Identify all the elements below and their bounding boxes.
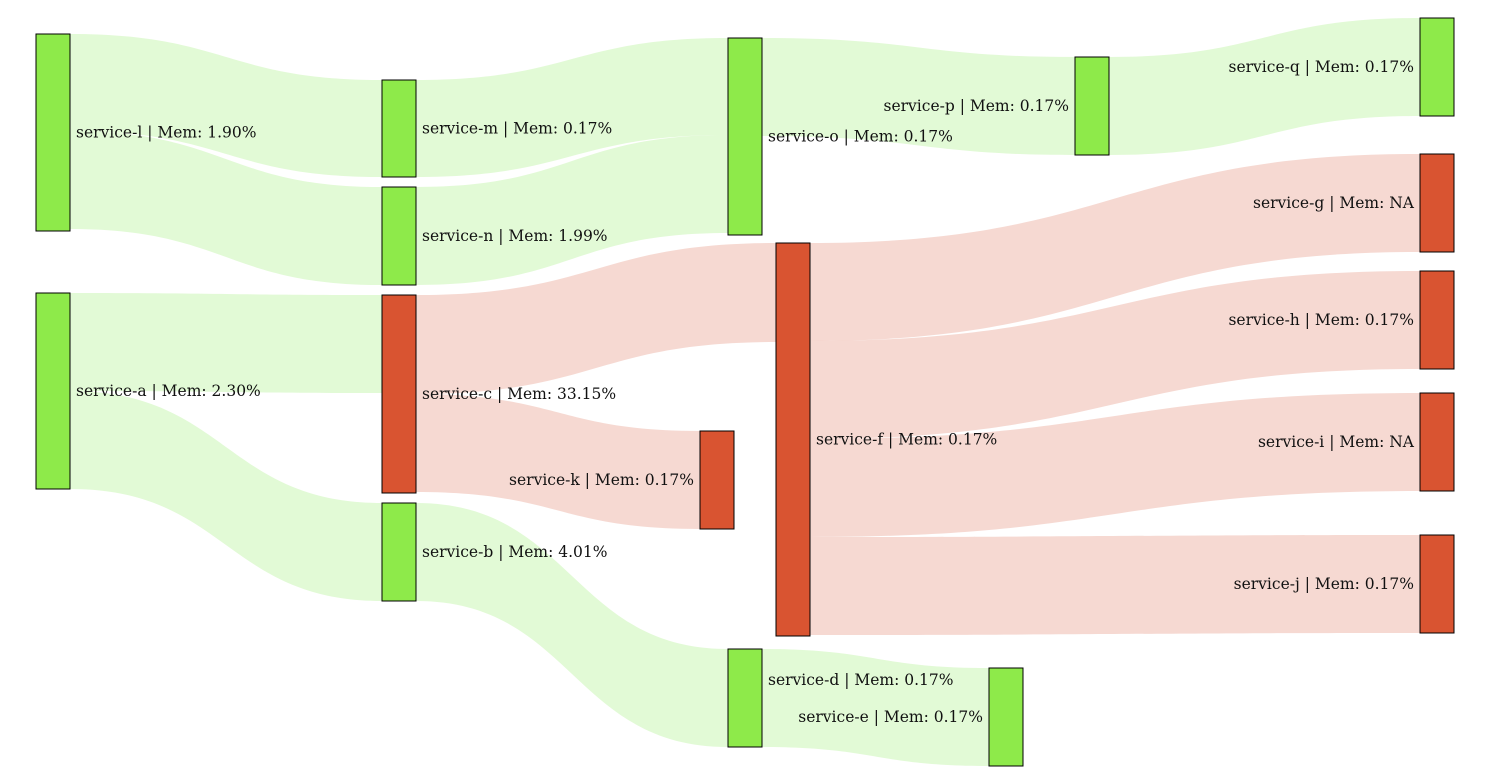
label-service-m: service-m | Mem: 0.17% — [422, 120, 612, 138]
label-service-h: service-h | Mem: 0.17% — [1228, 311, 1414, 329]
labels-layer: service-l | Mem: 1.90% service-a | Mem: 2… — [76, 58, 1415, 726]
label-service-f: service-f | Mem: 0.17% — [816, 431, 997, 449]
link-service-f-to-service-j[interactable] — [810, 535, 1420, 635]
link-service-m-to-service-o[interactable] — [416, 38, 728, 177]
label-service-n: service-n | Mem: 1.99% — [422, 227, 608, 245]
link-service-c-to-service-f[interactable] — [416, 243, 776, 394]
node-service-q[interactable] — [1419, 17, 1455, 117]
label-service-e: service-e | Mem: 0.17% — [798, 708, 983, 726]
node-service-o[interactable] — [727, 37, 763, 236]
label-service-k: service-k | Mem: 0.17% — [509, 471, 694, 489]
nodes-layer — [35, 17, 1455, 767]
node-service-e[interactable] — [988, 667, 1024, 767]
label-service-c: service-c | Mem: 33.15% — [422, 385, 616, 403]
label-service-i: service-i | Mem: NA — [1258, 433, 1415, 451]
link-service-b-to-service-d[interactable] — [416, 503, 728, 747]
node-service-i[interactable] — [1419, 392, 1455, 492]
label-service-l: service-l | Mem: 1.90% — [76, 124, 257, 142]
node-service-l[interactable] — [35, 33, 71, 232]
link-service-c-to-service-k[interactable] — [416, 394, 700, 529]
node-service-p[interactable] — [1074, 56, 1110, 156]
link-service-p-to-service-q[interactable] — [1109, 18, 1420, 155]
link-service-f-to-service-h[interactable] — [810, 271, 1420, 439]
label-service-p: service-p | Mem: 0.17% — [884, 97, 1069, 115]
link-service-a-to-service-c[interactable] — [70, 293, 382, 393]
link-service-n-to-service-o[interactable] — [416, 135, 728, 285]
node-service-b[interactable] — [381, 502, 417, 602]
link-service-f-to-service-i[interactable] — [810, 393, 1420, 537]
node-service-f[interactable] — [775, 242, 811, 637]
link-service-a-to-service-b[interactable] — [70, 391, 382, 601]
node-service-a[interactable] — [35, 292, 71, 490]
link-service-l-to-service-m[interactable] — [70, 34, 382, 177]
label-service-d: service-d | Mem: 0.17% — [768, 671, 953, 689]
node-service-n[interactable] — [381, 186, 417, 286]
label-service-b: service-b | Mem: 4.01% — [422, 543, 607, 561]
label-service-q: service-q | Mem: 0.17% — [1229, 58, 1414, 76]
node-service-c[interactable] — [381, 294, 417, 494]
node-service-h[interactable] — [1419, 270, 1455, 370]
link-service-o-to-service-p[interactable] — [762, 38, 1075, 155]
link-service-d-to-service-e[interactable] — [762, 649, 989, 766]
label-service-a: service-a | Mem: 2.30% — [76, 382, 261, 400]
node-service-g[interactable] — [1419, 153, 1455, 253]
links-layer — [70, 18, 1420, 766]
label-service-g: service-g | Mem: NA — [1253, 194, 1415, 212]
label-service-j: service-j | Mem: 0.17% — [1234, 575, 1414, 593]
node-service-j[interactable] — [1419, 534, 1455, 634]
label-service-o: service-o | Mem: 0.17% — [768, 128, 953, 146]
link-service-f-to-service-g[interactable] — [810, 154, 1420, 341]
node-service-d[interactable] — [727, 648, 763, 748]
link-service-l-to-service-n[interactable] — [70, 131, 382, 285]
node-service-m[interactable] — [381, 79, 417, 178]
node-service-k[interactable] — [699, 430, 735, 530]
